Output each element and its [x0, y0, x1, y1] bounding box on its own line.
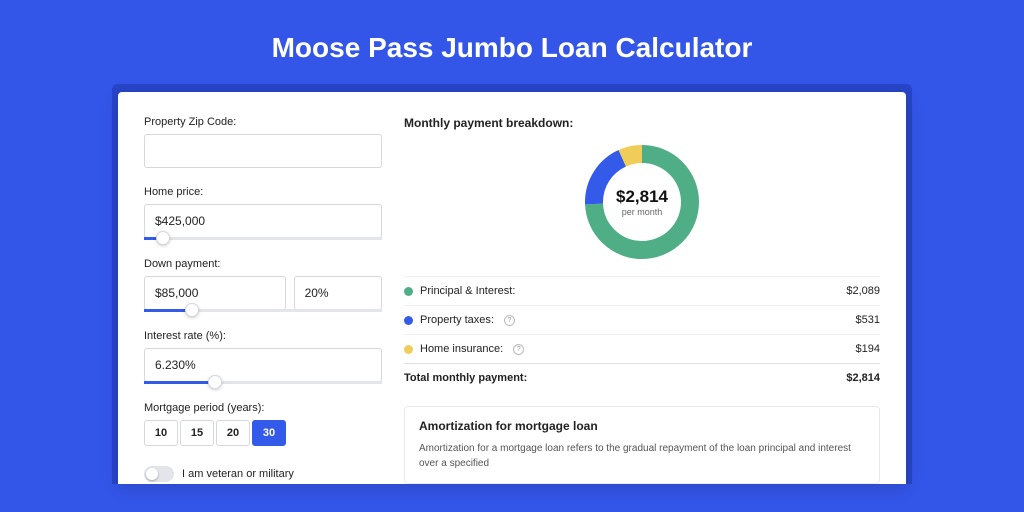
- mortgage-period-field-group: Mortgage period (years): 10152030: [144, 402, 382, 446]
- mortgage-period-btn-30[interactable]: 30: [252, 420, 286, 446]
- down-payment-label: Down payment:: [144, 258, 382, 270]
- mortgage-period-buttons: 10152030: [144, 420, 382, 446]
- info-icon[interactable]: ?: [513, 344, 524, 355]
- calculator-card: Property Zip Code: Home price: Down paym…: [118, 92, 906, 484]
- legend-row: Home insurance:? $194: [404, 334, 880, 363]
- legend-label: Property taxes:: [420, 314, 494, 326]
- zip-input[interactable]: [144, 134, 382, 168]
- down-payment-pct-input[interactable]: [294, 276, 382, 310]
- mortgage-period-btn-10[interactable]: 10: [144, 420, 178, 446]
- page-title: Moose Pass Jumbo Loan Calculator: [0, 0, 1024, 84]
- veteran-toggle[interactable]: [144, 466, 174, 482]
- donut-amount: $2,814: [616, 187, 668, 207]
- legend-dot: [404, 287, 413, 296]
- amortization-card: Amortization for mortgage loan Amortizat…: [404, 406, 880, 484]
- veteran-toggle-row: I am veteran or military: [144, 466, 382, 482]
- total-row: Total monthly payment: $2,814: [404, 363, 880, 392]
- legend-label: Principal & Interest:: [420, 285, 515, 297]
- home-price-input[interactable]: [144, 204, 382, 238]
- donut-chart: $2,814 per month: [582, 142, 702, 262]
- donut-center: $2,814 per month: [582, 142, 702, 262]
- down-payment-slider-thumb[interactable]: [185, 303, 199, 317]
- interest-rate-field-group: Interest rate (%):: [144, 330, 382, 384]
- breakdown-title: Monthly payment breakdown:: [404, 116, 880, 130]
- legend-value: $531: [856, 314, 880, 326]
- card-shadow-wrap: Property Zip Code: Home price: Down paym…: [112, 84, 912, 484]
- breakdown-column: Monthly payment breakdown: $2,814 per mo…: [404, 116, 880, 484]
- legend-dot: [404, 316, 413, 325]
- legend-value: $194: [856, 343, 880, 355]
- interest-rate-slider-fill: [144, 381, 215, 384]
- mortgage-period-btn-20[interactable]: 20: [216, 420, 250, 446]
- zip-field-group: Property Zip Code:: [144, 116, 382, 168]
- legend-label: Home insurance:: [420, 343, 503, 355]
- interest-rate-slider-thumb[interactable]: [208, 375, 222, 389]
- veteran-toggle-knob: [146, 468, 158, 480]
- interest-rate-input[interactable]: [144, 348, 382, 382]
- amortization-text: Amortization for a mortgage loan refers …: [419, 441, 865, 471]
- down-payment-slider[interactable]: [144, 309, 382, 312]
- legend-rows: Principal & Interest: $2,089 Property taxe…: [404, 276, 880, 363]
- home-price-field-group: Home price:: [144, 186, 382, 240]
- interest-rate-slider[interactable]: [144, 381, 382, 384]
- donut-chart-wrap: $2,814 per month: [404, 140, 880, 276]
- info-icon[interactable]: ?: [504, 315, 515, 326]
- amortization-title: Amortization for mortgage loan: [419, 419, 865, 433]
- home-price-label: Home price:: [144, 186, 382, 198]
- zip-label: Property Zip Code:: [144, 116, 382, 128]
- mortgage-period-btn-15[interactable]: 15: [180, 420, 214, 446]
- home-price-slider[interactable]: [144, 237, 382, 240]
- legend-value: $2,089: [846, 285, 880, 297]
- home-price-slider-thumb[interactable]: [156, 231, 170, 245]
- total-value: $2,814: [846, 372, 880, 384]
- legend-dot: [404, 345, 413, 354]
- form-column: Property Zip Code: Home price: Down paym…: [144, 116, 382, 484]
- down-payment-input[interactable]: [144, 276, 286, 310]
- down-payment-field-group: Down payment:: [144, 258, 382, 312]
- legend-row: Property taxes:? $531: [404, 305, 880, 334]
- mortgage-period-label: Mortgage period (years):: [144, 402, 382, 414]
- legend-row: Principal & Interest: $2,089: [404, 276, 880, 305]
- donut-sub: per month: [622, 207, 663, 217]
- veteran-toggle-label: I am veteran or military: [182, 468, 294, 480]
- total-label: Total monthly payment:: [404, 372, 527, 384]
- interest-rate-label: Interest rate (%):: [144, 330, 382, 342]
